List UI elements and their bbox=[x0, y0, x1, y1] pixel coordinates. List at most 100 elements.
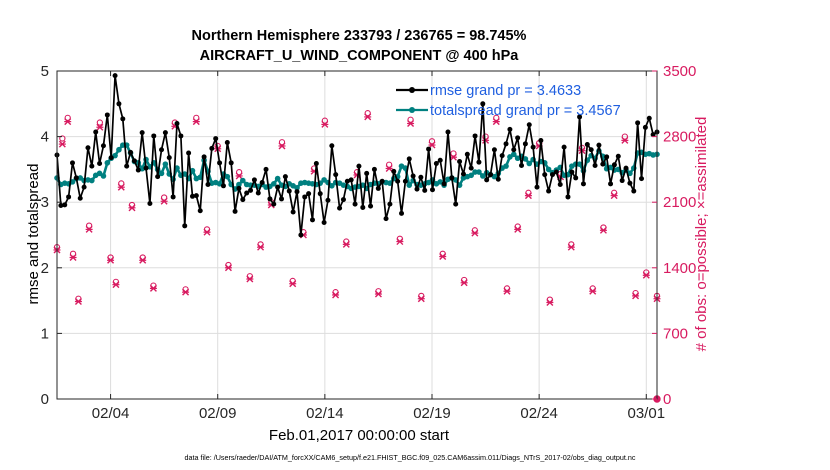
rmse-point bbox=[151, 133, 157, 139]
spread-point bbox=[294, 184, 300, 191]
legend-label: totalspread grand pr = 3.4567 bbox=[430, 103, 621, 119]
rmse-point bbox=[85, 145, 91, 151]
rmse-point bbox=[240, 197, 246, 203]
obs-possible-point bbox=[428, 138, 436, 145]
rmse-point bbox=[526, 122, 532, 128]
chart-title-line1: Northern Hemisphere 233793 / 236765 = 98… bbox=[192, 28, 527, 44]
spread-point bbox=[100, 173, 107, 179]
rmse-point bbox=[220, 183, 226, 189]
rmse-point bbox=[588, 147, 594, 153]
rmse-point bbox=[97, 160, 103, 166]
obs-possible-point bbox=[450, 150, 457, 157]
rmse-point bbox=[468, 165, 474, 171]
legend: rmse grand pr = 3.4633 totalspread grand … bbox=[396, 83, 621, 119]
rmse-point bbox=[484, 177, 490, 183]
rmse-point bbox=[147, 201, 153, 207]
rmse-point bbox=[77, 195, 83, 201]
y-tick-label-left: 5 bbox=[41, 63, 49, 80]
obs-possible-point bbox=[278, 139, 286, 146]
spread-point bbox=[197, 174, 204, 181]
rmse-point bbox=[166, 155, 172, 161]
rmse-point bbox=[406, 156, 412, 162]
rmse-point bbox=[635, 120, 641, 126]
rmse-point bbox=[104, 112, 110, 118]
rmse-point bbox=[414, 186, 420, 192]
rmse-point bbox=[89, 163, 95, 169]
rmse-point bbox=[275, 184, 281, 190]
rmse-point bbox=[271, 201, 277, 207]
obs-possible-point bbox=[482, 133, 489, 140]
rmse-point bbox=[217, 160, 223, 166]
x-tick-label: 02/24 bbox=[520, 405, 558, 422]
obs-possible-point bbox=[69, 250, 77, 257]
rmse-point bbox=[313, 160, 319, 166]
rmse-point bbox=[639, 176, 645, 182]
rmse-point bbox=[383, 216, 389, 222]
rmse-point bbox=[557, 181, 563, 187]
spread-point bbox=[224, 173, 231, 180]
rmse-point bbox=[495, 176, 501, 182]
rmse-point bbox=[371, 166, 377, 172]
obs-possible-point bbox=[235, 169, 243, 176]
rmse-point bbox=[534, 184, 540, 190]
y-tick-label-right: 3500 bbox=[663, 63, 696, 80]
rmse-point bbox=[333, 172, 339, 178]
spread-point bbox=[545, 166, 552, 173]
rmse-point bbox=[573, 175, 579, 181]
rmse-point bbox=[627, 180, 633, 186]
rmse-point bbox=[124, 163, 130, 169]
rmse-point bbox=[201, 154, 207, 160]
rmse-point bbox=[352, 201, 358, 207]
rmse-point bbox=[429, 187, 435, 193]
rmse-point bbox=[379, 178, 385, 184]
rmse-point bbox=[279, 196, 285, 202]
rmse-point bbox=[128, 149, 134, 155]
legend-label: rmse grand pr = 3.4633 bbox=[430, 83, 581, 99]
rmse-point bbox=[418, 174, 424, 180]
y-axis-label-right: # of obs: o=possible; ×=assimilated bbox=[693, 117, 710, 352]
obs-possible-point bbox=[364, 110, 371, 117]
spread-point bbox=[406, 182, 413, 188]
rmse-point bbox=[73, 175, 79, 181]
rmse-point bbox=[182, 223, 188, 229]
rmse-point bbox=[93, 129, 99, 135]
rmse-point bbox=[387, 201, 393, 207]
rmse-point bbox=[66, 194, 72, 200]
rmse-point bbox=[356, 163, 362, 169]
rmse-point bbox=[507, 126, 513, 132]
rmse-point bbox=[530, 144, 536, 150]
legend-swatch-marker bbox=[409, 87, 415, 93]
rmse-point bbox=[329, 143, 335, 149]
x-tick-label: 02/14 bbox=[306, 405, 344, 422]
y-axis-label-left: rmse and totalspread bbox=[25, 164, 42, 305]
rmse-point bbox=[170, 194, 176, 200]
rmse-point bbox=[340, 197, 346, 203]
obs-possible-point bbox=[193, 114, 200, 122]
rmse-point bbox=[263, 166, 269, 172]
rmse-point bbox=[337, 205, 343, 211]
x-axis-label: Feb.01,2017 00:00:00 start bbox=[269, 427, 450, 444]
rmse-point bbox=[522, 141, 528, 147]
rmse-point bbox=[135, 167, 141, 173]
rmse-point bbox=[488, 172, 494, 178]
grid-lines bbox=[57, 70, 657, 400]
legend-swatch-marker bbox=[409, 107, 415, 113]
rmse-point bbox=[209, 145, 215, 151]
y-tick-label-right: 1400 bbox=[663, 260, 696, 277]
rmse-point bbox=[580, 181, 586, 187]
data-file-footer: data file: /Users/raeder/DAI/ATM_forcXX/… bbox=[185, 453, 636, 462]
spread-point bbox=[526, 160, 533, 167]
rmse-point bbox=[286, 188, 292, 194]
rmse-point bbox=[290, 209, 296, 215]
rmse-point bbox=[62, 202, 68, 208]
rmse-point bbox=[426, 146, 432, 152]
obs-possible-point bbox=[64, 114, 71, 122]
rmse-point bbox=[189, 193, 195, 199]
rmse-point bbox=[604, 154, 610, 160]
rmse-point bbox=[251, 177, 257, 183]
obs-possible-point bbox=[96, 119, 104, 126]
rmse-point bbox=[186, 150, 192, 156]
rmse-point bbox=[615, 153, 621, 159]
rmse-point bbox=[108, 155, 114, 161]
rmse-point bbox=[375, 185, 381, 191]
